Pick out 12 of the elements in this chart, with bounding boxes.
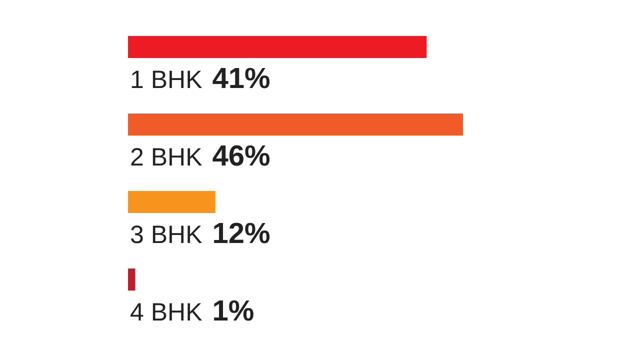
y-tick-label: 4 BHK [130, 298, 203, 326]
y-tick-label: 1 BHK [130, 66, 203, 94]
data-label: 41% [212, 63, 271, 95]
data-label: 46% [212, 140, 271, 172]
data-label: 12% [212, 218, 271, 250]
data-label: 1% [212, 296, 254, 328]
y-tick-label: 3 BHK [130, 221, 203, 249]
bar [128, 36, 427, 58]
bar [128, 268, 136, 290]
bar [128, 114, 463, 136]
y-tick-label: 2 BHK [130, 144, 203, 172]
bar [128, 191, 216, 213]
